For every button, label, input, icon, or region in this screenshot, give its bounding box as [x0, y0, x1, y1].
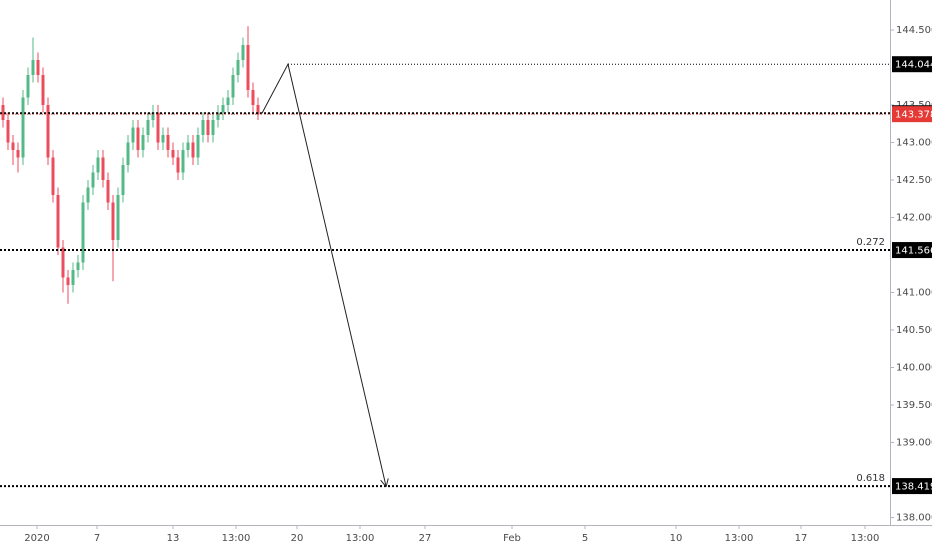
candle-body — [101, 157, 105, 180]
candle-body — [46, 105, 50, 158]
candle-body — [141, 135, 145, 150]
x-tick-label: Feb — [503, 533, 521, 544]
price-tag — [892, 478, 932, 495]
y-tick-label: 142.000 — [896, 213, 932, 224]
candle-body — [86, 187, 90, 203]
candle-body — [41, 75, 45, 105]
y-tick-label: 139.000 — [896, 438, 932, 449]
candle-body — [251, 90, 255, 105]
candle-body — [131, 127, 135, 143]
candle-body — [216, 112, 220, 120]
candle-body — [166, 135, 170, 150]
candle-body — [181, 150, 185, 173]
x-tick-label: 13:00 — [725, 533, 754, 544]
candle-body — [206, 120, 210, 135]
x-tick-label: 13 — [167, 533, 180, 544]
price-tag-label: 144.044 — [895, 60, 932, 71]
price-tag — [892, 106, 932, 123]
x-tick-label: 27 — [419, 533, 432, 544]
candle-body — [76, 262, 80, 270]
fib-label: 0.618 — [856, 473, 885, 484]
candle-body — [56, 195, 60, 248]
candle-body — [71, 270, 75, 285]
x-tick-label: 17 — [795, 533, 808, 544]
candle-body — [106, 180, 110, 203]
candle-body — [136, 127, 140, 150]
candle-body — [156, 112, 160, 143]
price-tag — [892, 56, 932, 73]
candle-body — [36, 60, 40, 75]
candle-body — [246, 45, 250, 90]
x-tick-label: 20 — [291, 533, 304, 544]
y-tick-label: 142.500 — [896, 175, 932, 186]
y-tick-label: 141.000 — [896, 288, 932, 299]
candle-body — [1, 105, 5, 120]
candle-body — [151, 112, 155, 120]
candle-body — [176, 157, 180, 173]
fib-label: 0.272 — [856, 237, 885, 248]
candle-body — [221, 105, 225, 113]
candle-body — [231, 75, 235, 98]
candle-body — [6, 120, 10, 143]
candle-body — [211, 120, 215, 135]
y-tick-label: 138.000 — [896, 513, 932, 524]
y-tick-label: 139.500 — [896, 400, 932, 411]
y-tick-label: 144.500 — [896, 25, 932, 36]
candle-body — [236, 60, 240, 75]
price-tag — [892, 242, 932, 259]
y-tick-label: 140.000 — [896, 363, 932, 374]
candle-body — [256, 105, 260, 115]
candle-body — [196, 135, 200, 158]
candle-body — [161, 135, 165, 143]
y-tick-label: 143.000 — [896, 138, 932, 149]
price-tag-label: 141.566 — [895, 246, 932, 257]
price-tag-label: 138.419 — [895, 482, 932, 493]
candle-body — [126, 142, 130, 165]
candle-body — [51, 157, 55, 195]
candle-body — [11, 142, 15, 150]
x-tick-label: 2020 — [24, 533, 49, 544]
candle-body — [116, 195, 120, 240]
candle-body — [201, 120, 205, 135]
candle-body — [121, 165, 125, 195]
candle-body — [66, 277, 70, 285]
candle-body — [96, 157, 100, 173]
candle-body — [16, 150, 20, 158]
candle-body — [146, 120, 150, 135]
candle-body — [31, 60, 35, 75]
candle-body — [21, 97, 25, 158]
x-tick-label: 13:00 — [346, 533, 375, 544]
x-tick-label: 13:00 — [851, 533, 880, 544]
candle-body — [186, 142, 190, 150]
arrow-path — [261, 62, 386, 486]
candle-body — [91, 172, 95, 188]
candle-body — [241, 45, 245, 60]
candle-body — [191, 142, 195, 158]
candle-body — [111, 202, 115, 240]
x-tick-label: 7 — [94, 533, 100, 544]
candle-body — [26, 75, 30, 98]
candle-body — [171, 150, 175, 158]
x-tick-label: 5 — [582, 533, 588, 544]
candle-body — [226, 97, 230, 105]
y-tick-label: 140.500 — [896, 325, 932, 336]
candle-body — [61, 247, 65, 278]
x-tick-label: 13:00 — [222, 533, 251, 544]
candle-body — [81, 202, 85, 263]
price-tag-label: 143.378 — [895, 110, 932, 121]
x-tick-label: 10 — [670, 533, 683, 544]
